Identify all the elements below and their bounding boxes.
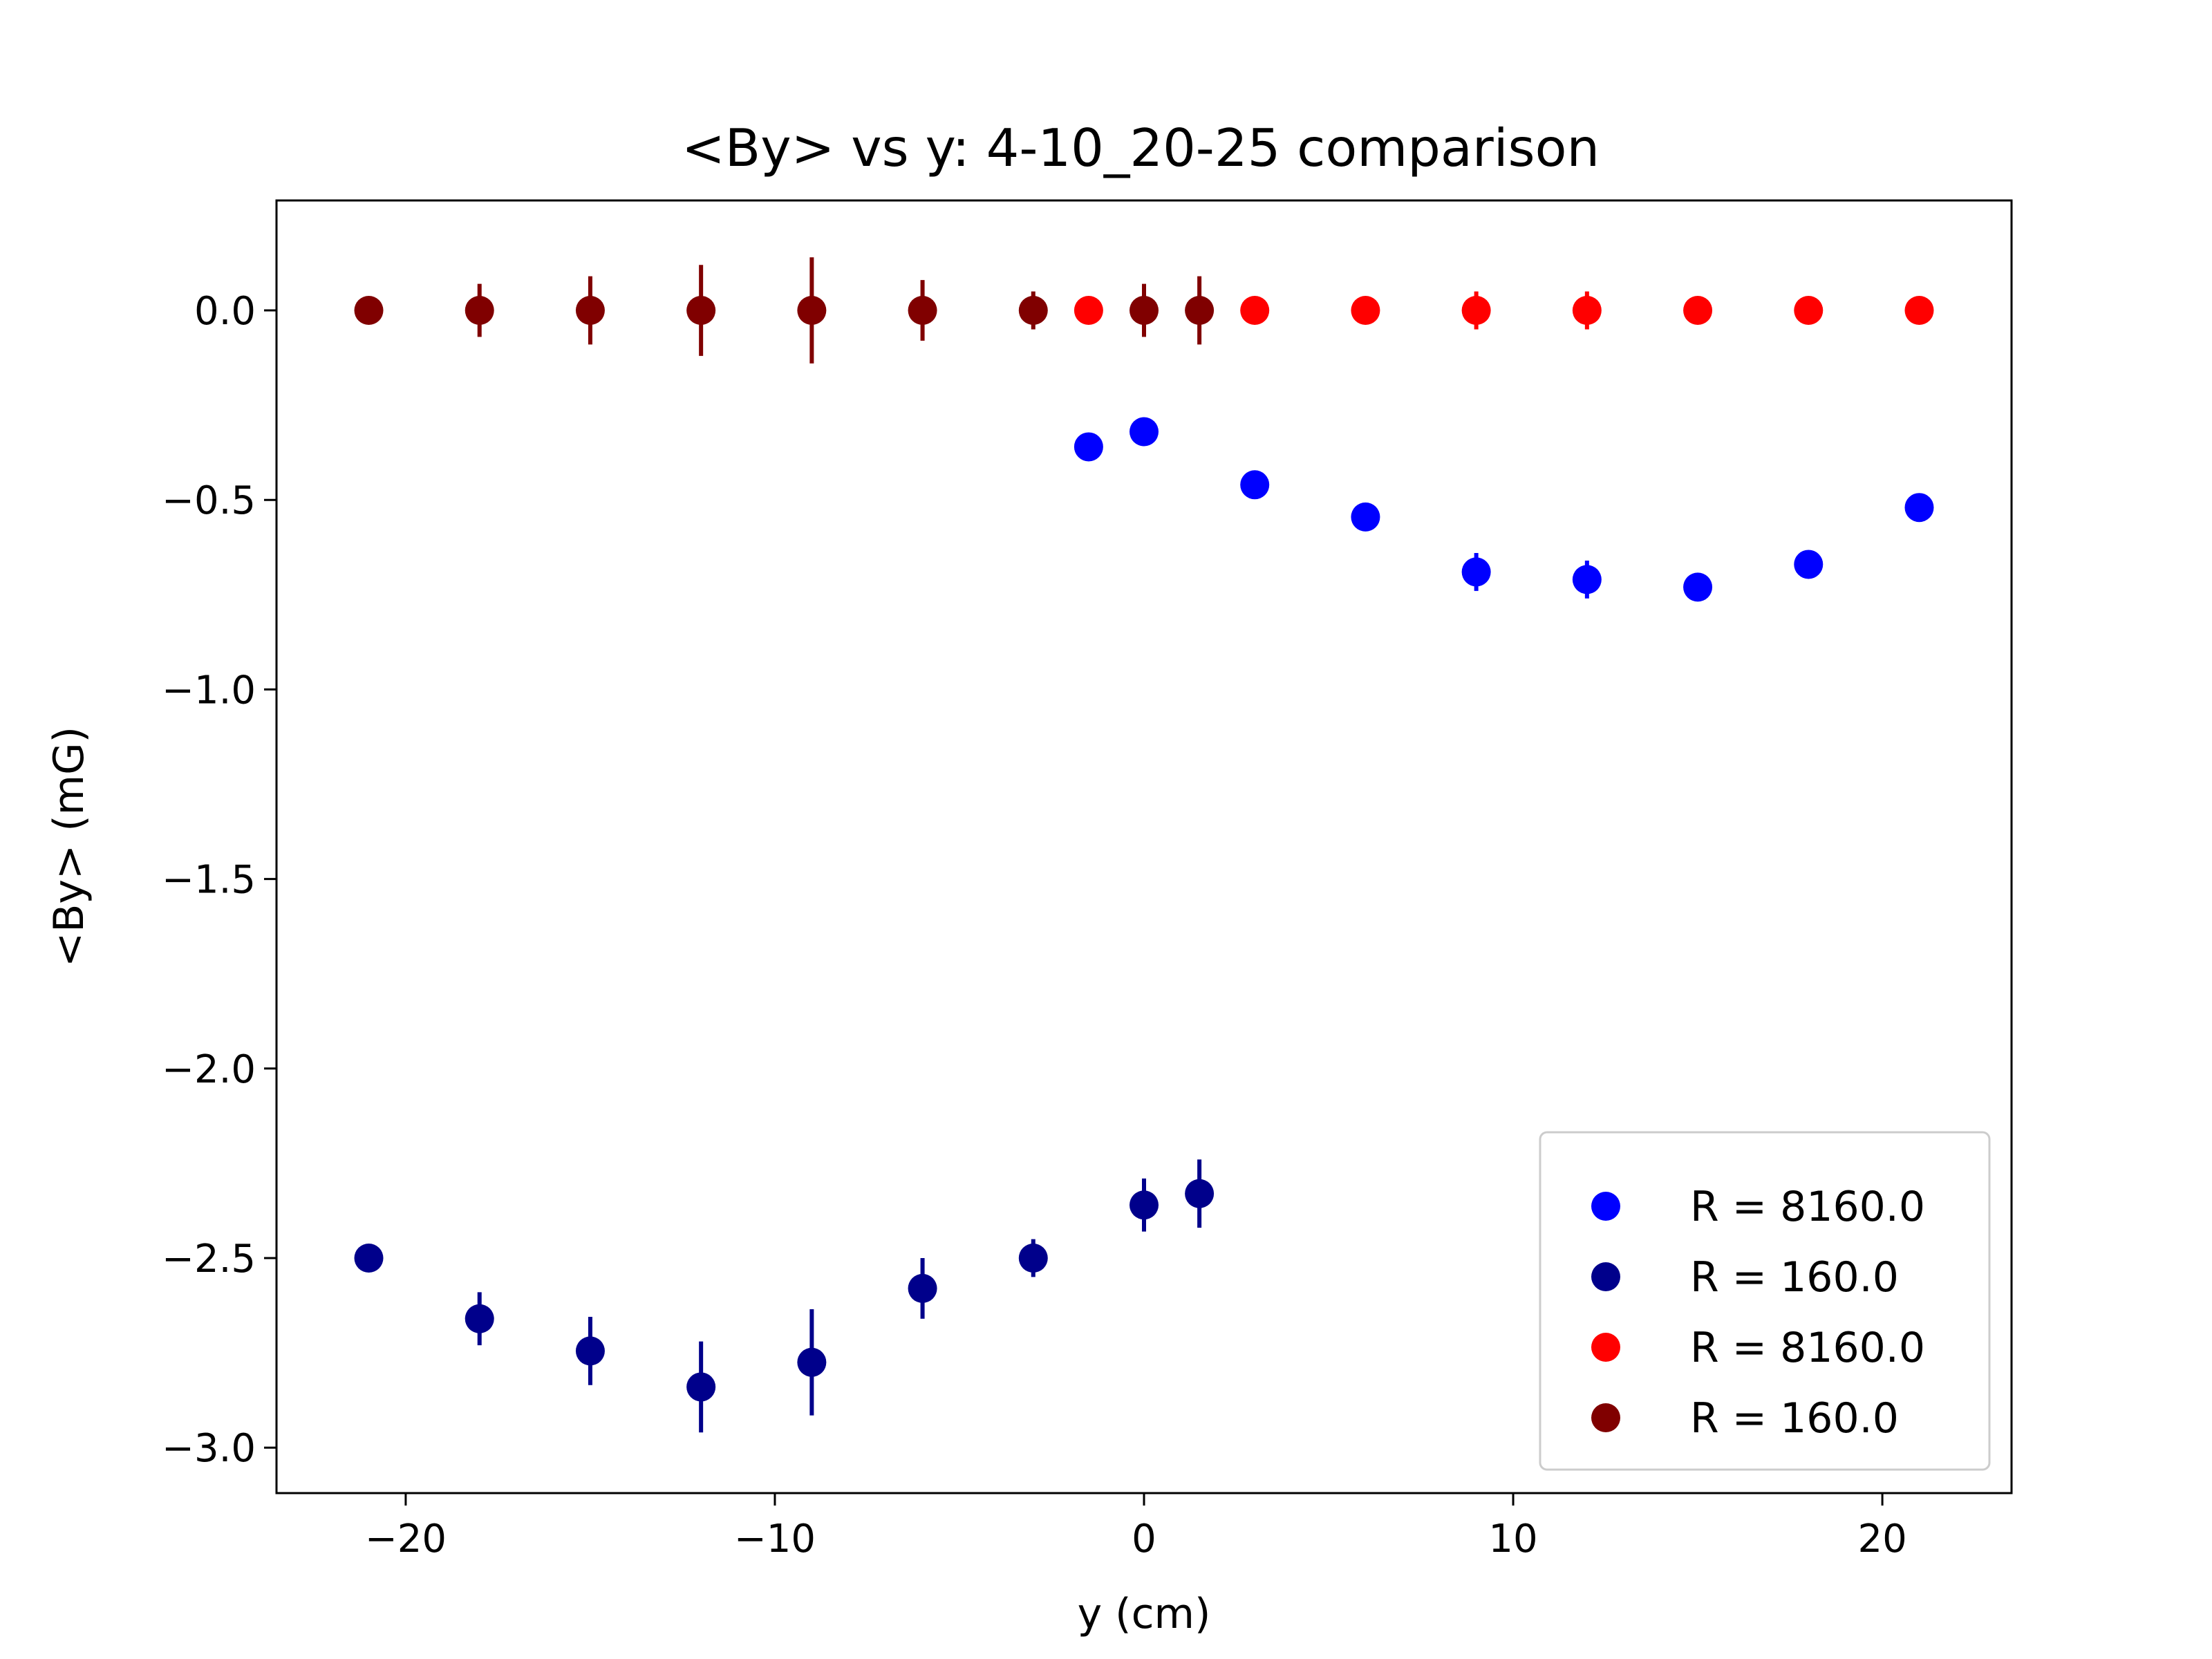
x-tick-label: 20 bbox=[1857, 1517, 1906, 1562]
data-point bbox=[1351, 502, 1380, 532]
data-point bbox=[1794, 296, 1824, 326]
data-point bbox=[1683, 296, 1713, 326]
x-tick-label: −20 bbox=[365, 1517, 447, 1562]
data-point bbox=[1572, 565, 1602, 594]
data-point bbox=[575, 1336, 605, 1366]
data-point bbox=[575, 296, 605, 326]
data-point bbox=[354, 1244, 384, 1273]
x-tick-label: 10 bbox=[1488, 1517, 1537, 1562]
legend: R = 8160.0 R = 160.0 R = 8160.0 R = 160.0 bbox=[1539, 1131, 1991, 1471]
data-point bbox=[1904, 296, 1934, 326]
legend-marker bbox=[1591, 1262, 1620, 1291]
data-point bbox=[686, 296, 716, 326]
data-point bbox=[1130, 417, 1159, 447]
data-point bbox=[1074, 296, 1103, 326]
plot-area bbox=[275, 199, 2013, 1494]
data-point bbox=[1461, 557, 1491, 587]
data-point bbox=[797, 1347, 827, 1377]
data-point bbox=[1683, 572, 1713, 602]
data-point bbox=[1461, 296, 1491, 326]
legend-marker bbox=[1591, 1403, 1620, 1432]
data-point bbox=[1130, 1190, 1159, 1220]
x-axis-ticks: −20 −10 0 10 20 bbox=[365, 1493, 1907, 1562]
data-point bbox=[1351, 296, 1380, 326]
legend-label: R = 8160.0 bbox=[1690, 1324, 1925, 1372]
chart-title: <By> vs y: 4-10_20-25 comparison bbox=[682, 118, 1600, 178]
data-point bbox=[1018, 1244, 1048, 1273]
data-point bbox=[465, 1304, 494, 1333]
data-point bbox=[1904, 493, 1934, 523]
data-point bbox=[1130, 296, 1159, 326]
y-tick-label: −0.5 bbox=[162, 478, 256, 523]
y-tick-label: −2.0 bbox=[162, 1047, 256, 1092]
data-point bbox=[354, 296, 384, 326]
x-tick-label: 0 bbox=[1132, 1517, 1156, 1562]
legend-label: R = 160.0 bbox=[1690, 1394, 1899, 1443]
data-point bbox=[1794, 550, 1824, 579]
y-tick-label: −1.0 bbox=[162, 668, 256, 713]
data-point bbox=[1018, 296, 1048, 326]
y-tick-label: 0.0 bbox=[194, 289, 256, 334]
data-point bbox=[1240, 470, 1270, 500]
legend-marker bbox=[1591, 1192, 1620, 1221]
data-point bbox=[797, 296, 827, 326]
y-axis-label: <By> (mG) bbox=[45, 727, 93, 967]
data-point bbox=[1240, 296, 1270, 326]
x-axis-label: y (cm) bbox=[1078, 1590, 1211, 1638]
legend-label: R = 8160.0 bbox=[1690, 1183, 1925, 1231]
data-points bbox=[354, 296, 1934, 1402]
y-axis-ticks: 0.0 −0.5 −1.0 −1.5 −2.0 −2.5 −3.0 bbox=[162, 289, 276, 1471]
legend-box bbox=[1539, 1131, 1991, 1471]
x-tick-label: −10 bbox=[734, 1517, 816, 1562]
data-point bbox=[1572, 296, 1602, 326]
data-point bbox=[1185, 1179, 1215, 1208]
data-point bbox=[908, 1273, 937, 1303]
data-point bbox=[686, 1372, 716, 1402]
legend-label: R = 160.0 bbox=[1690, 1253, 1899, 1302]
data-point bbox=[1074, 432, 1103, 462]
y-tick-label: −1.5 bbox=[162, 858, 256, 903]
y-tick-label: −3.0 bbox=[162, 1426, 256, 1471]
data-point bbox=[1185, 296, 1215, 326]
data-point bbox=[908, 296, 937, 326]
y-tick-label: −2.5 bbox=[162, 1237, 256, 1282]
data-point bbox=[465, 296, 494, 326]
legend-marker bbox=[1591, 1333, 1620, 1362]
